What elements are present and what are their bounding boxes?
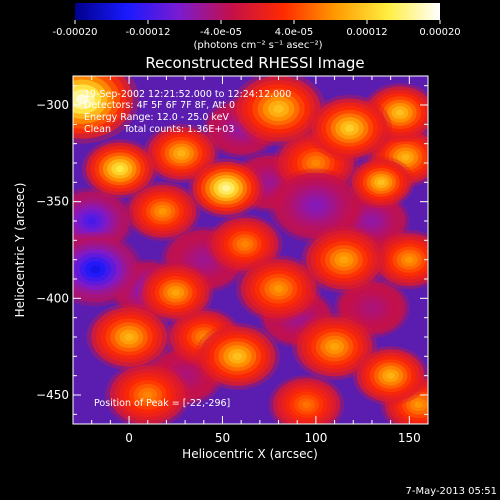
heatmap-blob-ring — [115, 165, 124, 173]
heatmap-blob-ring — [329, 342, 340, 351]
heatmap-blob — [334, 278, 410, 338]
heatmap-blob-ring — [405, 256, 414, 263]
heatmap-blob-ring — [339, 255, 349, 264]
heatmap-blob — [73, 187, 135, 255]
heatmap-blob — [105, 361, 191, 424]
heatmap-blob — [143, 123, 220, 183]
heatmap-blob — [371, 230, 428, 290]
annotation-peak-position: Position of Peak = [-22,-296] — [94, 398, 230, 409]
heatmap-blob-ring — [311, 159, 321, 167]
heatmap-blob-ring — [86, 217, 97, 225]
y-tick-label: −300 — [36, 98, 69, 112]
heatmap-blob — [188, 158, 265, 218]
colorbar-units-label: (photons cm⁻² s⁻¹ asec⁻²) — [193, 40, 322, 51]
heatmap-blob — [194, 323, 280, 390]
heatmap-blob — [124, 181, 201, 241]
heatmap-blob-ring — [143, 391, 153, 399]
heatmap-blob — [73, 232, 143, 307]
heatmap-blob — [352, 346, 428, 406]
heatmap-blob-ring — [414, 401, 423, 408]
heatmap-blob-ring — [344, 124, 355, 132]
colorbar-tick-label: 4.0e-05 — [275, 27, 313, 38]
heatmap-blob — [231, 76, 326, 146]
y-tick-label: −450 — [36, 388, 69, 402]
heatmap-blob — [81, 139, 158, 199]
heatmap-blob-ring — [90, 265, 101, 274]
heatmap-blob-ring — [199, 255, 209, 264]
y-tick-label: −350 — [36, 195, 69, 209]
heatmap-blob-ring — [180, 372, 190, 379]
heatmap-blob — [137, 262, 214, 323]
x-tick-label: 50 — [215, 431, 230, 445]
heatmap-blob-ring — [401, 153, 410, 161]
heatmap-blob — [292, 313, 378, 380]
annotations: 19-Sep-2002 12:21:52.000 to 12:24:12.000… — [84, 89, 291, 409]
heatmap-blob-ring — [386, 372, 395, 379]
heatmap-blob-ring — [302, 401, 311, 408]
heatmap-blob — [207, 214, 283, 274]
heatmap-blob — [86, 303, 172, 371]
annotation-time-range: 19-Sep-2002 12:21:52.000 to 12:24:12.000 — [84, 89, 291, 100]
colorbar-ticks — [74, 20, 441, 24]
colorbar-tick-label: -0.00012 — [126, 27, 171, 38]
heatmap-blob-ring — [232, 352, 243, 361]
colorbar-gradient — [75, 3, 440, 20]
heatmap-blob-ring — [76, 94, 89, 105]
heatmap-image — [73, 76, 428, 424]
heatmap-blob-ring — [310, 201, 322, 210]
x-tick-label: 100 — [304, 431, 327, 445]
heatmap-blob-ring — [264, 179, 274, 186]
annotation-detectors: Detectors: 4F 5F 6F 7F 8F, Att 0 — [84, 100, 235, 111]
x-axis-tick-labels: 0 50 100 150 — [125, 431, 421, 445]
heatmap-blob — [306, 94, 393, 162]
y-axis-label: Heliocentric Y (arcsec) — [13, 183, 27, 318]
x-tick-label: 150 — [398, 431, 421, 445]
colorbar-tick-label: -4.0e-05 — [200, 27, 242, 38]
heatmap-blob-ring — [367, 217, 377, 225]
heatmap-blob — [268, 375, 345, 424]
y-axis-tick-labels: −300 −350 −400 −450 — [36, 98, 69, 402]
x-axis-label: Heliocentric X (arcsec) — [182, 447, 318, 461]
plot-frame — [72, 75, 429, 425]
colorbar-tick-label: 0.00020 — [419, 27, 460, 38]
chart-title: Reconstructed RHESSI Image — [145, 54, 364, 72]
plot-area: 0 50 100 150 −300 −350 −400 −450 — [36, 75, 429, 445]
footer-date: 7-May-2013 05:51 — [405, 486, 497, 497]
heatmap-blob-ring — [222, 184, 231, 192]
annotation-energy-range: Energy Range: 12.0 - 25.0 keV — [84, 112, 229, 123]
heatmap-blob — [301, 226, 387, 293]
heatmap-blob — [73, 76, 140, 144]
colorbar-tick-label: -0.00020 — [53, 27, 98, 38]
x-tick-label: 0 — [125, 431, 133, 445]
colorbar: -0.00020 -0.00012 -4.0e-05 4.0e-05 0.00012 0.… — [53, 3, 461, 51]
annotation-total-counts: Total counts: 1.36E+03 — [123, 124, 234, 135]
heatmap-blob-ring — [158, 208, 167, 215]
y-axis-ticks — [73, 85, 428, 415]
heatmap-blob-ring — [240, 240, 250, 248]
heatmap-blob-ring — [273, 104, 284, 113]
colorbar-tick-label: 0.00012 — [346, 27, 387, 38]
colorbar-tick-labels: -0.00020 -0.00012 -4.0e-05 4.0e-05 0.00012 0.… — [53, 27, 461, 38]
heatmap-blob-ring — [367, 304, 377, 312]
annotation-algorithm: Clean — [84, 124, 111, 135]
x-axis-ticks — [72, 76, 429, 424]
heatmap-blob — [235, 255, 322, 322]
heatmap-blob-ring — [377, 179, 385, 186]
heatmap-blob-ring — [273, 284, 284, 293]
y-tick-label: −400 — [36, 291, 69, 305]
heatmap-blob — [348, 156, 415, 209]
heatmap-blob-ring — [395, 109, 405, 117]
heatmap-blob-ring — [177, 150, 186, 157]
heatmap-blob — [268, 168, 364, 243]
heatmap-blob-ring — [293, 314, 302, 321]
heatmap-blob-ring — [171, 289, 180, 296]
heatmap-blob-ring — [199, 333, 208, 341]
heatmap-blob-ring — [124, 333, 134, 341]
